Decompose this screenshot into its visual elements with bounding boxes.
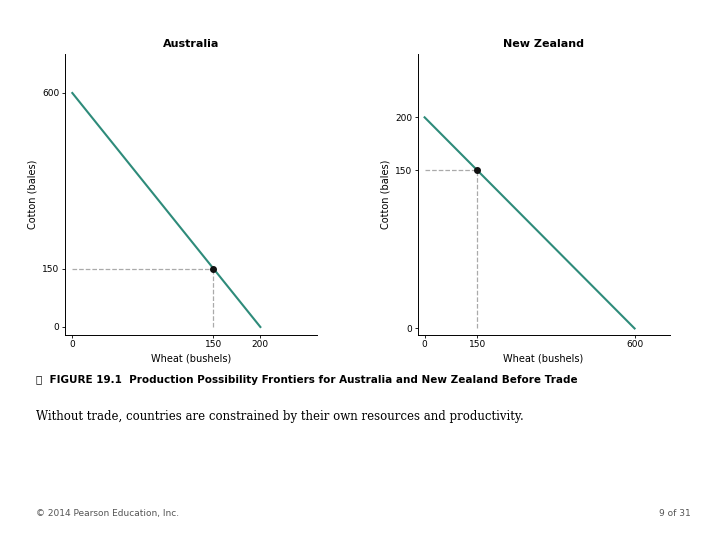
Text: Without trade, countries are constrained by their own resources and productivity: Without trade, countries are constrained… [36, 410, 523, 423]
Text: 9 of 31: 9 of 31 [660, 509, 691, 518]
Text: © 2014 Pearson Education, Inc.: © 2014 Pearson Education, Inc. [36, 509, 179, 518]
Y-axis label: Cotton (bales): Cotton (bales) [381, 160, 391, 229]
Y-axis label: Cotton (bales): Cotton (bales) [28, 160, 38, 229]
Text: ⓘ  FIGURE 19.1  Production Possibility Frontiers for Australia and New Zealand B: ⓘ FIGURE 19.1 Production Possibility Fro… [36, 375, 577, 386]
X-axis label: Wheat (bushels): Wheat (bushels) [503, 354, 584, 363]
Title: New Zealand: New Zealand [503, 39, 584, 49]
X-axis label: Wheat (bushels): Wheat (bushels) [150, 354, 231, 363]
Title: Australia: Australia [163, 39, 219, 49]
